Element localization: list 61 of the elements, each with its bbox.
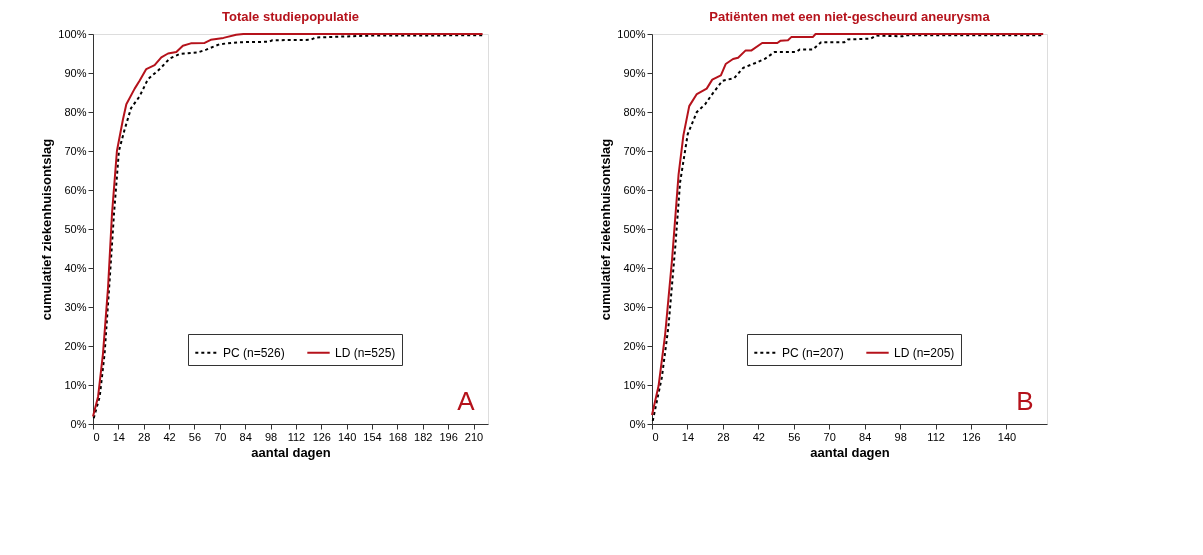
y-tick-label: 0% xyxy=(629,417,646,430)
y-tick-label: 80% xyxy=(623,105,646,118)
x-axis-title: aantal dagen xyxy=(251,444,331,460)
y-tick-label: 50% xyxy=(623,222,646,235)
y-tick-label: 60% xyxy=(64,183,87,196)
x-tick-label: 42 xyxy=(163,430,176,443)
y-tick-label: 60% xyxy=(623,183,646,196)
x-tick-label: 126 xyxy=(312,430,331,443)
x-tick-label: 28 xyxy=(138,430,151,443)
y-tick-label: 20% xyxy=(623,339,646,352)
legend-label: PC (n=526) xyxy=(223,345,285,360)
x-tick-label: 140 xyxy=(337,430,357,443)
x-tick-label: 196 xyxy=(439,430,458,443)
x-tick-label: 70 xyxy=(214,430,227,443)
chart-title: Patiënten met een niet-gescheurd aneurysma xyxy=(709,9,991,24)
y-tick-label: 100% xyxy=(617,27,646,40)
legend-label: PC (n=207) xyxy=(782,345,844,360)
x-tick-label: 0 xyxy=(652,430,659,443)
x-tick-label: 154 xyxy=(363,430,382,443)
x-tick-label: 70 xyxy=(823,430,836,443)
x-tick-label: 56 xyxy=(188,430,202,443)
x-tick-label: 14 xyxy=(112,430,125,443)
y-tick-label: 100% xyxy=(58,27,87,40)
y-tick-label: 10% xyxy=(64,378,87,391)
x-tick-label: 56 xyxy=(788,430,801,443)
y-tick-label: 90% xyxy=(623,66,646,79)
y-tick-label: 20% xyxy=(64,339,87,352)
x-axis-title: aantal dagen xyxy=(810,444,890,460)
y-tick-label: 70% xyxy=(64,144,87,157)
x-tick-label: 168 xyxy=(388,430,408,443)
y-tick-label: 70% xyxy=(623,144,646,157)
y-tick-label: 30% xyxy=(623,300,646,313)
y-tick-label: 40% xyxy=(64,261,87,274)
chart-title: Totale studiepopulatie xyxy=(222,9,359,24)
y-tick-label: 40% xyxy=(623,261,646,274)
x-tick-label: 112 xyxy=(287,430,306,443)
y-tick-label: 50% xyxy=(64,222,87,235)
annotation: A xyxy=(457,386,476,416)
x-tick-label: 42 xyxy=(752,430,765,443)
x-tick-label: 28 xyxy=(717,430,730,443)
x-tick-label: 182 xyxy=(414,430,433,443)
y-tick-label: 0% xyxy=(70,417,87,430)
y-tick-label: 10% xyxy=(623,378,646,391)
legend-label: LD (n=525) xyxy=(335,345,396,360)
y-tick-label: 30% xyxy=(64,300,87,313)
legend-label: LD (n=205) xyxy=(894,345,955,360)
x-tick-label: 140 xyxy=(997,430,1017,443)
x-tick-label: 84 xyxy=(859,430,872,443)
y-axis-title: cumulatief ziekenhuisontslag xyxy=(39,138,55,321)
x-tick-label: 98 xyxy=(264,430,278,443)
x-tick-label: 84 xyxy=(239,430,252,443)
annotation: B xyxy=(1016,386,1034,416)
y-tick-label: 80% xyxy=(64,105,87,118)
x-tick-label: 112 xyxy=(927,430,945,443)
y-axis-title: cumulatief ziekenhuisontslag xyxy=(598,138,614,321)
y-tick-label: 90% xyxy=(64,66,87,79)
x-tick-label: 210 xyxy=(464,430,484,443)
x-tick-label: 98 xyxy=(894,430,907,443)
x-tick-label: 14 xyxy=(681,430,695,443)
x-tick-label: 126 xyxy=(962,430,981,443)
x-tick-label: 0 xyxy=(93,430,100,443)
